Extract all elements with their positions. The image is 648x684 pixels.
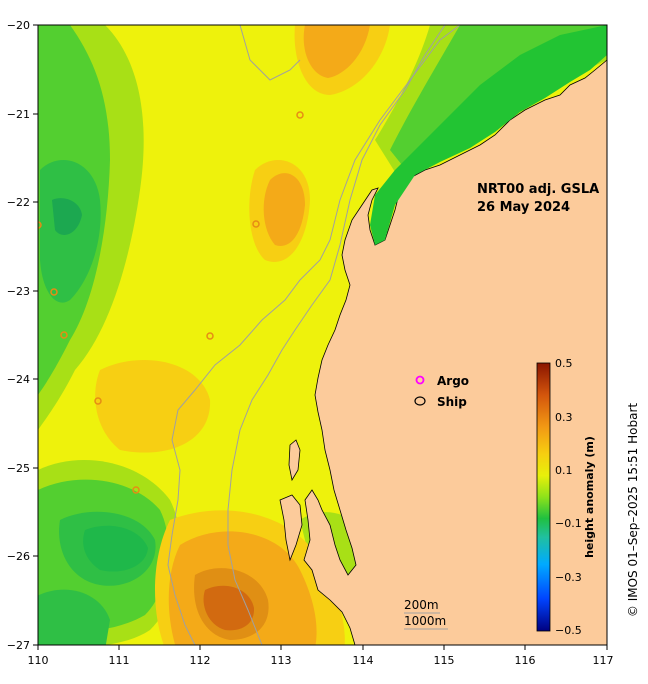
marker-legend: Argo Ship xyxy=(414,374,469,409)
colorbar-tick: −0.5 xyxy=(555,624,582,637)
lat-axis: −20 −21 −22 −23 −24 −25 −26 −27 xyxy=(7,19,38,652)
lat-tick-label: −26 xyxy=(7,550,30,563)
anomaly-darkgreen-fill xyxy=(38,160,156,645)
plot-area xyxy=(38,25,607,645)
contour-legend: 200m 1000m xyxy=(404,598,448,630)
ship-icon xyxy=(414,396,426,406)
colorbar-tick: 0.1 xyxy=(555,464,573,477)
contour-200m-label: 200m xyxy=(404,598,439,612)
ship-label: Ship xyxy=(437,395,467,409)
lon-tick-label: 111 xyxy=(109,654,130,667)
lat-tick-label: −21 xyxy=(7,108,30,121)
peninsula xyxy=(279,494,303,562)
lon-tick-label: 115 xyxy=(434,654,455,667)
contour-inner xyxy=(239,25,301,81)
land-mass xyxy=(303,59,607,645)
argo-label: Argo xyxy=(437,374,469,388)
lat-tick-label: −24 xyxy=(7,373,30,386)
lat-tick-label: −23 xyxy=(7,285,30,298)
lon-axis: 110 111 112 113 114 115 116 117 xyxy=(28,645,614,667)
argo-icon xyxy=(415,375,425,385)
colorbar-tick: 0.3 xyxy=(555,411,573,424)
lon-tick-label: 112 xyxy=(190,654,211,667)
colorbar-tick: −0.1 xyxy=(555,517,582,530)
colorbar-label: height anomaly (m) xyxy=(583,436,596,558)
lon-tick-label: 114 xyxy=(353,654,374,667)
colorbar: 0.5 0.3 0.1 −0.1 −0.3 −0.5 height anomal… xyxy=(536,357,596,637)
lon-tick-label: 113 xyxy=(271,654,292,667)
anomaly-peak-fill xyxy=(203,585,255,631)
lon-tick-label: 110 xyxy=(28,654,49,667)
credit-text: © IMOS 01–Sep–2025 15:51 Hobart xyxy=(626,403,640,617)
product-title: NRT00 adj. GSLA xyxy=(477,182,599,197)
colorbar-gradient xyxy=(536,362,551,632)
lat-tick-label: −20 xyxy=(7,19,30,32)
contour-200m xyxy=(167,25,461,645)
lat-tick-label: −27 xyxy=(7,639,30,652)
lat-tick-label: −25 xyxy=(7,462,30,475)
lat-tick-label: −22 xyxy=(7,196,30,209)
contour-1000m-label: 1000m xyxy=(404,614,446,628)
contour-1000m xyxy=(227,25,446,645)
shelf-green xyxy=(370,25,607,245)
map-date: 26 May 2024 xyxy=(477,200,570,215)
lon-tick-label: 117 xyxy=(593,654,614,667)
lon-tick-label: 116 xyxy=(515,654,536,667)
island xyxy=(288,439,301,482)
colorbar-tick: 0.5 xyxy=(555,357,573,370)
colorbar-tick: −0.3 xyxy=(555,571,582,584)
plot-frame xyxy=(37,24,608,646)
argo-markers xyxy=(38,111,304,494)
